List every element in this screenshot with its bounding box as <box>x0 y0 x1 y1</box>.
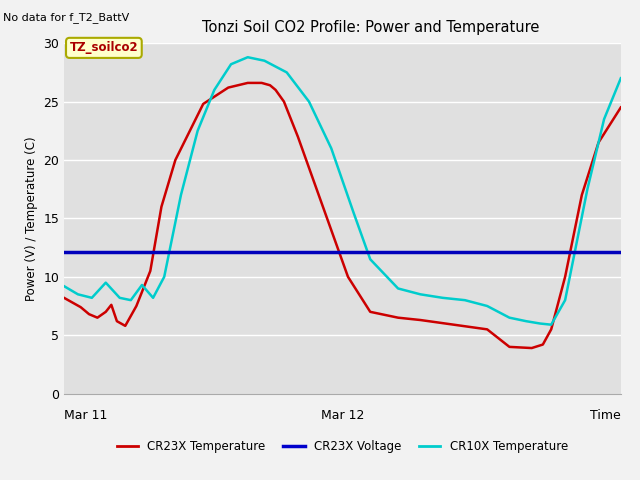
Text: TZ_soilco2: TZ_soilco2 <box>70 41 138 54</box>
Title: Tonzi Soil CO2 Profile: Power and Temperature: Tonzi Soil CO2 Profile: Power and Temper… <box>202 20 539 35</box>
Text: No data for f_T2_BattV: No data for f_T2_BattV <box>3 12 129 23</box>
Text: Time: Time <box>590 409 621 422</box>
Text: Mar 12: Mar 12 <box>321 409 364 422</box>
Y-axis label: Power (V) / Temperature (C): Power (V) / Temperature (C) <box>25 136 38 300</box>
Text: Mar 11: Mar 11 <box>64 409 108 422</box>
Legend: CR23X Temperature, CR23X Voltage, CR10X Temperature: CR23X Temperature, CR23X Voltage, CR10X … <box>112 435 573 458</box>
